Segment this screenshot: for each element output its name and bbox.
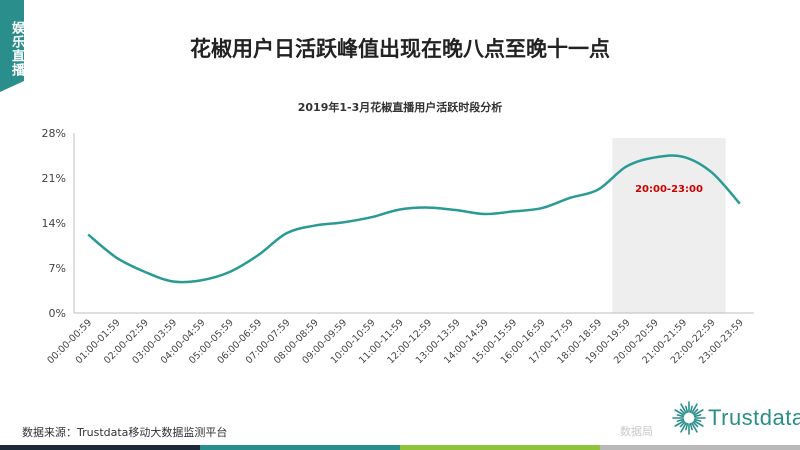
footer-segment [0,445,200,450]
y-tick-label: 21% [42,172,66,185]
brand-logo: Trustdata [672,398,800,438]
series-line [87,154,741,284]
footer-segment [200,445,400,450]
highlight-label: 20:00-23:00 [635,184,703,195]
brand-name: Trustdata [708,405,800,430]
burst-icon [672,401,706,435]
y-tick-label: 7% [49,262,66,275]
page-title: 花椒用户日活跃峰值出现在晚八点至晚十一点 [190,37,610,61]
chart-title: 2019年1-3月花椒直播用户活跃时段分析 [298,100,503,114]
footer-segment [400,445,600,450]
y-tick-label: 14% [42,217,66,230]
footer-segment [600,445,800,450]
footer-color-bar [0,445,800,450]
data-source-note: 数据来源：Trustdata移动大数据监测平台 [22,426,228,439]
category-tag: 娱乐直播 [0,0,24,92]
watermark: 数据局 [620,425,653,438]
y-tick-label: 28% [42,127,66,140]
y-tick-label: 0% [49,307,66,320]
